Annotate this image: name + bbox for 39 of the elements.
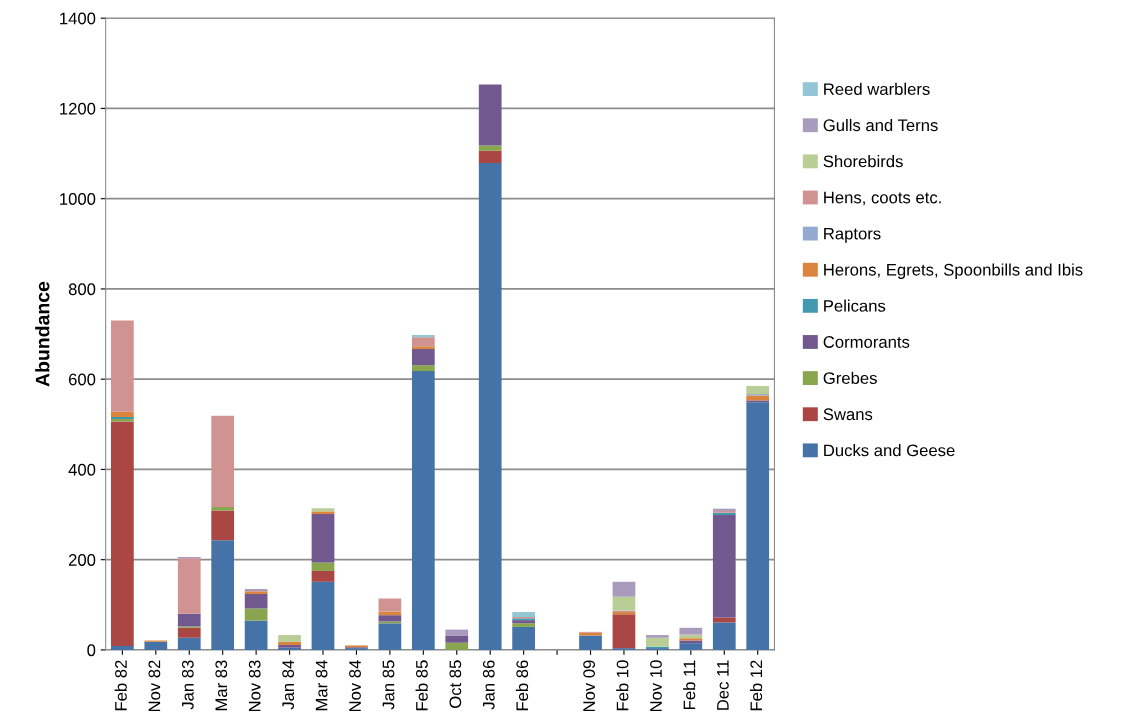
- y-tick-label: 600: [68, 373, 96, 386]
- x-tick-label: Dec 11: [717, 660, 729, 710]
- x-tick-label: Nov 84: [349, 660, 361, 712]
- y-tick-label: 800: [68, 283, 96, 296]
- y-axis-title: Abundance: [35, 281, 50, 387]
- legend-label: Raptors: [824, 227, 881, 243]
- x-tick-label: Mar 84: [315, 660, 328, 711]
- legend-label: Gulls and Terns: [823, 118, 938, 132]
- legend-label: Hens, coots etc.: [824, 191, 941, 206]
- x-tick-label: Jan 84: [282, 660, 295, 710]
- x-tick-label: Mar 83: [215, 660, 228, 711]
- legend-label: Shorebirds: [823, 155, 903, 168]
- y-tick-label: 1200: [60, 102, 96, 115]
- x-tick-label: Feb 86: [515, 660, 529, 711]
- x-tick-label: Oct 85: [449, 660, 462, 708]
- y-tick-label: 1000: [60, 193, 96, 205]
- legend-label: Pelicans: [824, 299, 886, 312]
- x-tick-label: Feb 82: [114, 660, 127, 711]
- legend-label: Reed warblers: [824, 82, 930, 96]
- legend-label: Herons, Egrets, Spoonbills and Ibis: [824, 263, 1083, 279]
- y-tick-label: 1400: [60, 12, 96, 25]
- x-tick-label: Jan 86: [482, 660, 495, 710]
- legend-label: Grebes: [823, 371, 877, 385]
- x-tick-label: Nov 82: [148, 660, 161, 712]
- y-tick-label: 200: [68, 554, 96, 566]
- x-tick-label: Jan 83: [181, 660, 194, 710]
- x-tick-label: Feb 11: [683, 660, 696, 709]
- x-tick-label: Nov 09: [583, 660, 595, 712]
- x-tick-label: Jan 85: [382, 660, 395, 710]
- x-tick-label: Feb 10: [616, 660, 629, 711]
- legend-label: Swans: [823, 408, 873, 421]
- x-tick-label: Nov 83: [248, 660, 261, 712]
- legend-label: Cormorants: [823, 336, 910, 348]
- x-tick-label: Feb 12: [749, 660, 763, 711]
- legend-label: Ducks and Geese: [824, 444, 955, 457]
- y-tick-label: 0: [87, 644, 96, 657]
- y-tick-label: 400: [68, 463, 96, 476]
- x-tick-label: Feb 85: [415, 660, 428, 711]
- x-tick-label: Nov 10: [650, 660, 662, 712]
